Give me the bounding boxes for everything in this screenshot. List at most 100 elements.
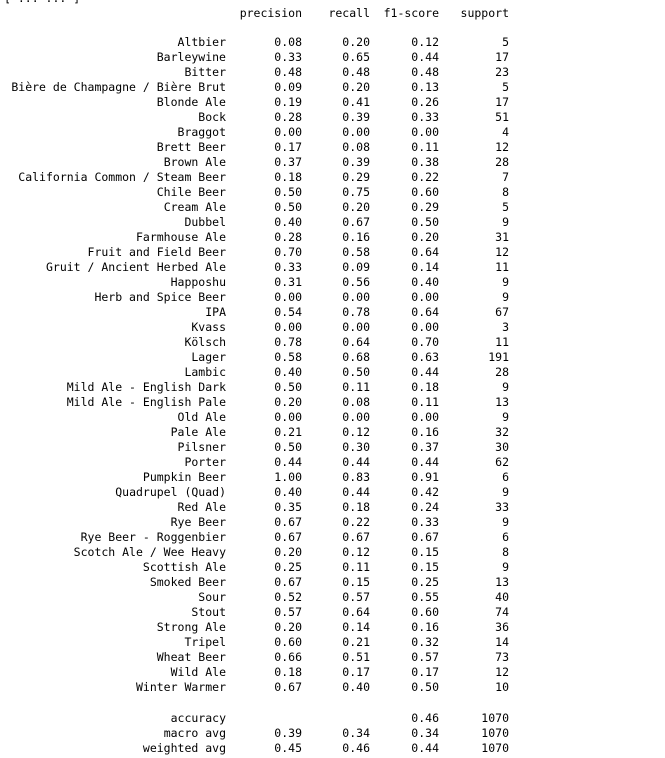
precision-value: 0.45 (274, 741, 302, 755)
precision-value: 0.57 (274, 605, 302, 619)
precision-value: 0.18 (274, 170, 302, 184)
class-label: Kölsch (184, 335, 226, 349)
precision-value: 0.78 (274, 335, 302, 349)
table-row: Smoked Beer 0.67 0.15 0.25 13 (0, 575, 665, 590)
f1-score-value: 0.16 (411, 425, 439, 439)
precision-value: 0.31 (274, 275, 302, 289)
table-row: Dubbel 0.40 0.67 0.50 9 (0, 215, 665, 230)
table-row: Bière de Champagne / Bière Brut 0.09 0.20 0… (0, 80, 665, 95)
precision-value: 0.18 (274, 665, 302, 679)
summary-row: macro avg 0.39 0.34 0.34 1070 (0, 726, 665, 741)
support-value: 191 (488, 350, 509, 364)
recall-value: 0.00 (342, 125, 370, 139)
f1-score-value: 0.44 (411, 365, 439, 379)
recall-value: 0.29 (342, 170, 370, 184)
class-label: Wild Ale (170, 665, 226, 679)
table-row: Scottish Ale 0.25 0.11 0.15 9 (0, 560, 665, 575)
f1-score-value: 0.26 (411, 95, 439, 109)
class-label: Pilsner (177, 440, 226, 454)
precision-value: 0.66 (274, 650, 302, 664)
class-label: Old Ale (177, 410, 226, 424)
class-label: Chile Beer (156, 185, 226, 199)
class-label: Tripel (184, 635, 226, 649)
precision-value: 0.58 (274, 350, 302, 364)
recall-value: 0.18 (342, 500, 370, 514)
precision-value: 0.48 (274, 65, 302, 79)
support-value: 28 (495, 365, 509, 379)
precision-value: 0.37 (274, 155, 302, 169)
class-label: macro avg (163, 726, 226, 740)
table-row: Winter Warmer 0.67 0.40 0.50 10 (0, 680, 665, 695)
table-row: Rye Beer - Roggenbier 0.67 0.67 0.67 6 (0, 530, 665, 545)
class-label: Kvass (191, 320, 226, 334)
f1-score-value: 0.64 (411, 305, 439, 319)
header-f1-score: f1-score (383, 6, 439, 20)
table-row: Tripel 0.60 0.21 0.32 14 (0, 635, 665, 650)
class-label: Winter Warmer (135, 680, 226, 694)
class-label: Lager (191, 350, 226, 364)
table-row: Wheat Beer 0.66 0.51 0.57 73 (0, 650, 665, 665)
f1-score-value: 0.15 (411, 560, 439, 574)
recall-value: 0.58 (342, 245, 370, 259)
recall-value: 0.48 (342, 65, 370, 79)
precision-value: 0.54 (274, 305, 302, 319)
recall-value: 0.00 (342, 320, 370, 334)
table-row: Cream Ale 0.50 0.20 0.29 5 (0, 200, 665, 215)
recall-value: 0.75 (342, 185, 370, 199)
f1-score-value: 0.00 (411, 125, 439, 139)
precision-value: 0.33 (274, 50, 302, 64)
f1-score-value: 0.00 (411, 410, 439, 424)
support-value: 13 (495, 575, 509, 589)
precision-value: 0.50 (274, 200, 302, 214)
precision-value: 0.19 (274, 95, 302, 109)
precision-value: 0.50 (274, 440, 302, 454)
f1-score-value: 0.44 (411, 50, 439, 64)
support-value: 1070 (481, 726, 509, 740)
table-row: Kvass 0.00 0.00 0.00 3 (0, 320, 665, 335)
table-row: Herb and Spice Beer 0.00 0.00 0.00 9 (0, 290, 665, 305)
precision-value: 0.44 (274, 455, 302, 469)
f1-score-value: 0.46 (411, 711, 439, 725)
support-value: 9 (502, 515, 509, 529)
precision-value: 0.39 (274, 726, 302, 740)
class-label: Pale Ale (170, 425, 226, 439)
precision-value: 0.00 (274, 290, 302, 304)
table-row: Mild Ale - English Pale 0.20 0.08 0.11 13 (0, 395, 665, 410)
f1-score-value: 0.33 (411, 110, 439, 124)
support-value: 11 (495, 260, 509, 274)
precision-value: 0.33 (274, 260, 302, 274)
precision-value: 0.17 (274, 140, 302, 154)
f1-score-value: 0.67 (411, 530, 439, 544)
recall-value: 0.64 (342, 605, 370, 619)
table-row: Scotch Ale / Wee Heavy 0.20 0.12 0.15 8 (0, 545, 665, 560)
header-row: precision recall f1-score support (0, 6, 665, 21)
support-value: 1070 (481, 741, 509, 755)
class-label: Rye Beer (170, 515, 226, 529)
class-label: Gruit / Ancient Herbed Ale (45, 260, 226, 274)
class-label: Blonde Ale (156, 95, 226, 109)
class-label: Fruit and Field Beer (87, 245, 226, 259)
f1-score-value: 0.29 (411, 200, 439, 214)
f1-score-value: 0.14 (411, 260, 439, 274)
class-label: Dubbel (184, 215, 226, 229)
f1-score-value: 0.60 (411, 605, 439, 619)
recall-value: 0.67 (342, 215, 370, 229)
f1-score-value: 0.57 (411, 650, 439, 664)
support-value: 12 (495, 140, 509, 154)
table-row: Wild Ale 0.18 0.17 0.17 12 (0, 665, 665, 680)
recall-value: 0.46 (342, 741, 370, 755)
support-value: 8 (502, 545, 509, 559)
recall-value: 0.34 (342, 726, 370, 740)
table-row: Sour 0.52 0.57 0.55 40 (0, 590, 665, 605)
support-value: 62 (495, 455, 509, 469)
table-row: Porter 0.44 0.44 0.44 62 (0, 455, 665, 470)
f1-score-value: 0.24 (411, 500, 439, 514)
support-value: 31 (495, 230, 509, 244)
recall-value: 0.44 (342, 455, 370, 469)
class-label: IPA (205, 305, 226, 319)
f1-score-value: 0.63 (411, 350, 439, 364)
support-value: 30 (495, 440, 509, 454)
table-row: Strong Ale 0.20 0.14 0.16 36 (0, 620, 665, 635)
precision-value: 0.09 (274, 80, 302, 94)
f1-score-value: 0.44 (411, 741, 439, 755)
